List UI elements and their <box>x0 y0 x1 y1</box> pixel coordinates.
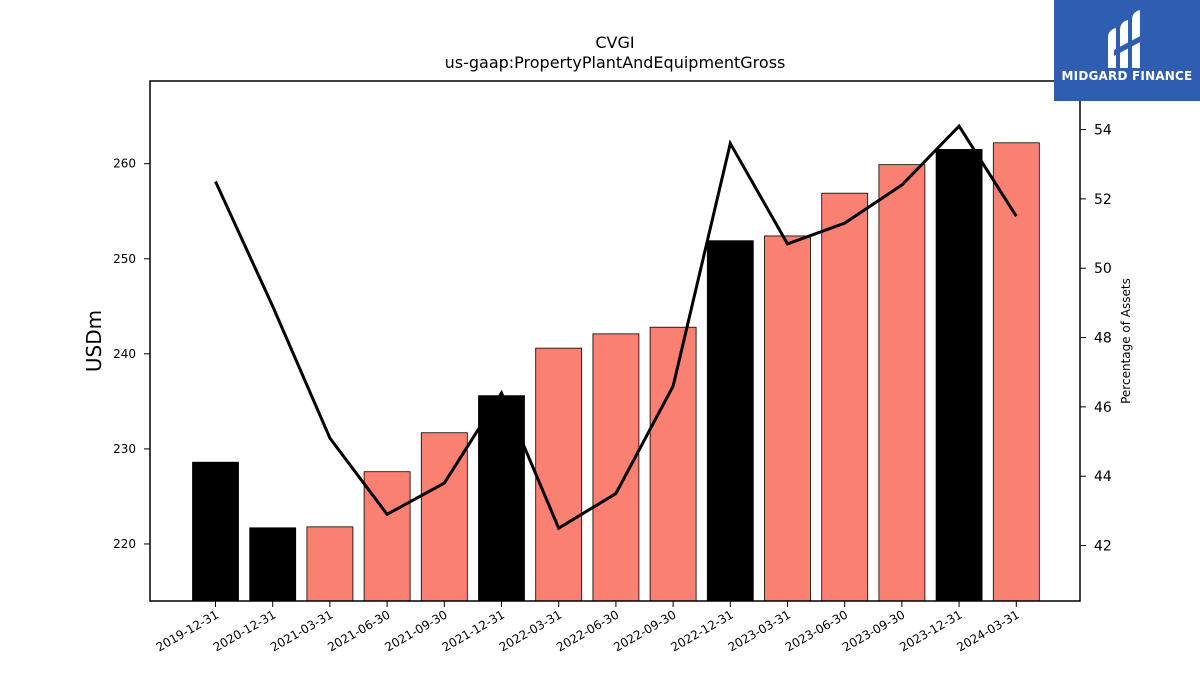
bar-2022-06-30 <box>592 333 640 602</box>
x-axis: 2019-12-312020-12-312021-03-312021-06-30… <box>154 601 1022 654</box>
y-tick-label: 250 <box>113 252 136 266</box>
x-tick-label: 2022-06-30 <box>554 607 621 654</box>
x-tick-label: 2023-03-31 <box>726 607 793 654</box>
y-tick-label: 220 <box>113 537 136 551</box>
chart-subtitle: us-gaap:PropertyPlantAndEquipmentGross <box>445 53 786 72</box>
y2-tick-label: 42 <box>1094 539 1112 555</box>
y-tick-label: 230 <box>113 442 136 456</box>
bar-2022-12-31 <box>706 240 754 602</box>
plot-frame <box>149 80 1081 602</box>
x-tick-label: 2021-09-30 <box>382 607 449 654</box>
logo-text: MIDGARD FINANCE <box>1061 69 1193 83</box>
x-tick-label: 2021-06-30 <box>325 607 392 654</box>
brand-logo: MIDGARD FINANCE <box>1054 0 1200 101</box>
y2-tick-label: 48 <box>1094 331 1112 347</box>
x-tick-label: 2021-03-31 <box>268 607 335 654</box>
bar-2023-06-30 <box>821 192 869 602</box>
bar-2021-03-31 <box>306 526 354 602</box>
y2-tick-label: 44 <box>1094 469 1112 485</box>
x-tick-label: 2020-12-31 <box>211 607 278 654</box>
bar-series <box>192 142 1040 602</box>
x-tick-label: 2022-12-31 <box>668 607 735 654</box>
x-tick-label: 2023-09-30 <box>840 607 907 654</box>
x-tick-label: 2022-03-31 <box>497 607 564 654</box>
bar-2024-03-31 <box>992 142 1040 602</box>
bar-2023-03-31 <box>764 235 811 602</box>
bar-2019-12-31 <box>192 461 239 602</box>
x-tick-label: 2019-12-31 <box>154 607 221 654</box>
x-tick-label: 2021-12-31 <box>440 607 507 654</box>
right-axis: 42 44 46 48 50 52 54 <box>1080 123 1112 555</box>
midgard-logo-icon <box>1108 10 1144 68</box>
bar-2020-12-31 <box>249 527 297 602</box>
y2-tick-label: 50 <box>1094 261 1112 277</box>
line-percentage-of-assets <box>214 123 1018 531</box>
x-tick-label: 2023-06-30 <box>783 607 850 654</box>
y2-tick-label: 46 <box>1094 400 1112 416</box>
bar-2022-09-30 <box>649 326 697 602</box>
x-tick-label: 2022-09-30 <box>611 607 678 654</box>
y-tick-label: 240 <box>113 347 136 361</box>
y2-tick-label: 54 <box>1094 123 1112 139</box>
left-axis: 220 230 240 250 260 <box>113 157 150 551</box>
y2-tick-label: 52 <box>1094 192 1112 208</box>
x-tick-label: 2024-03-31 <box>954 607 1021 654</box>
bar-2021-12-31 <box>478 395 525 602</box>
y-tick-label: 260 <box>113 157 136 171</box>
y-axis-label: USDm <box>82 310 106 372</box>
line-series <box>214 123 1018 531</box>
y2-axis-label: Percentage of Assets <box>1119 278 1133 404</box>
bar-2022-03-31 <box>535 347 583 602</box>
bar-2023-12-31 <box>935 149 983 602</box>
x-tick-label: 2023-12-31 <box>897 607 964 654</box>
bar-2023-09-30 <box>878 164 926 602</box>
chart-title: CVGI <box>595 33 634 52</box>
